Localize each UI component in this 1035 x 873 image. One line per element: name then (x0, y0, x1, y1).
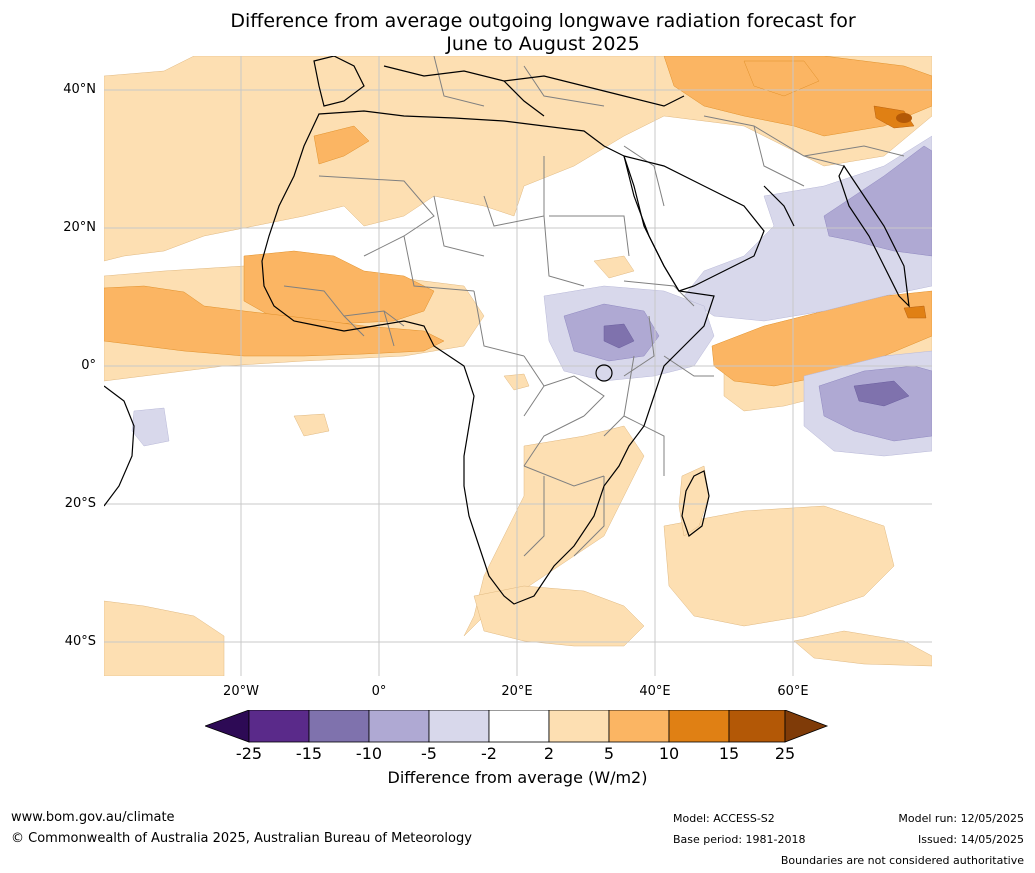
colorbar-tick: 5 (603, 744, 615, 763)
boundaries-disclaimer: Boundaries are not considered authoritat… (780, 854, 1024, 867)
colorbar-tick: -5 (421, 744, 437, 763)
anomaly-fill-brown (896, 113, 912, 123)
title-line-1: Difference from average outgoing longwav… (230, 10, 856, 32)
colorbar-tick: 25 (774, 744, 796, 763)
lat-label-20s: 20°S (64, 496, 96, 511)
lon-label-20w: 20°W (223, 684, 259, 699)
lat-label-20n: 20°N (63, 220, 96, 235)
anomaly-fill-orange (104, 56, 932, 387)
colorbar-tick: 2 (543, 744, 555, 763)
website-link[interactable]: www.bom.gov.au/climate (11, 810, 175, 825)
colorbar-label: Difference from average (W/m2) (387, 768, 648, 787)
model-text: Model: ACCESS-S2 (673, 812, 775, 825)
colorbar-segment-2 (308, 710, 370, 743)
colorbar-tick: -2 (481, 744, 497, 763)
colorbar-tick: -10 (355, 744, 383, 763)
colorbar-segment-3 (368, 710, 430, 743)
colorbar-segment-7 (608, 710, 670, 743)
lat-label-40s: 40°S (64, 634, 96, 649)
colorbar-segment-max (784, 710, 829, 743)
lon-label-60e: 60°E (777, 684, 809, 699)
country-boundaries (283, 56, 905, 557)
lat-label-0: 0° (81, 358, 96, 373)
gridlines (104, 56, 932, 676)
colorbar-segment-1 (248, 710, 310, 743)
lon-label-40e: 40°E (639, 684, 671, 699)
colorbar-tick: 10 (658, 744, 680, 763)
map-area (104, 56, 932, 676)
copyright-text: © Commonwealth of Australia 2025, Austra… (11, 831, 472, 846)
colorbar-segment-6 (548, 710, 610, 743)
title-line-2: June to August 2025 (446, 33, 640, 55)
colorbar-segment-4 (428, 710, 490, 743)
map-title: Difference from average outgoing longwav… (0, 10, 1035, 56)
colorbar-tick: -25 (235, 744, 263, 763)
model-run-text: Model run: 12/05/2025 (898, 812, 1024, 825)
colorbar-segment-9 (728, 710, 786, 743)
issued-text: Issued: 14/05/2025 (917, 833, 1024, 846)
lat-label-40n: 40°N (63, 82, 96, 97)
anomaly-map (104, 56, 932, 676)
colorbar-segment-min (205, 710, 250, 743)
lon-label-0: 0° (371, 684, 387, 699)
base-period-text: Base period: 1981-2018 (673, 833, 806, 846)
lon-label-20e: 20°E (501, 684, 533, 699)
colorbar-tick: 15 (718, 744, 740, 763)
colorbar-tick: -15 (295, 744, 323, 763)
colorbar-segment-8 (668, 710, 730, 743)
colorbar-segment-5 (488, 710, 550, 743)
anomaly-fill-dark-purple (603, 323, 910, 407)
colorbar (205, 710, 829, 743)
coastlines (104, 56, 910, 605)
